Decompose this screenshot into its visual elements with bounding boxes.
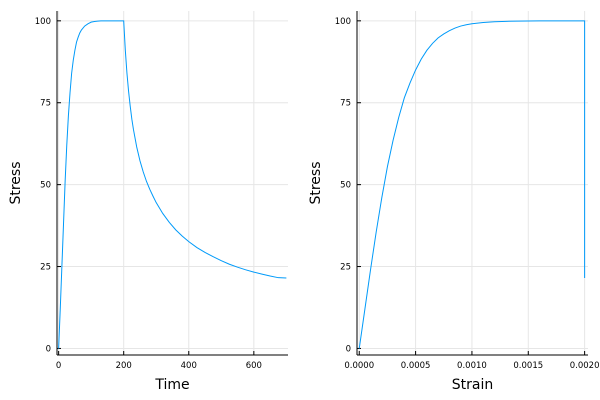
series-line-0: [58, 20, 287, 349]
y-tick-label: 0: [46, 344, 51, 354]
y-tick-label: 0: [346, 344, 351, 354]
x-axis-label: Time: [154, 377, 189, 393]
y-tick-label: 50: [40, 181, 51, 191]
x-tick-label: 600: [246, 361, 262, 371]
x-tick-label: 0: [56, 361, 61, 371]
y-tick-label: 25: [40, 263, 51, 273]
x-tick-label: 400: [181, 361, 197, 371]
y-tick-label: 25: [340, 263, 351, 273]
y-tick-label: 100: [35, 17, 51, 27]
series-line-0: [358, 20, 586, 349]
x-axis-label: Strain: [452, 377, 493, 393]
left-panel-time-vs-stress: 0 25 50 75 100 0 200 400 600 Time Stress: [8, 11, 288, 393]
x-tick-label: 0.0015: [513, 361, 543, 371]
right-panel-strain-vs-stress: 0 25 50 75 100 0.0000 0.0005 0.0010 0.0015 0.0020…: [308, 11, 599, 393]
y-tick-label: 100: [335, 17, 351, 27]
x-tick-label: 0.0020: [570, 361, 600, 371]
x-tick-label: 0.0000: [344, 361, 374, 371]
y-tick-label: 50: [340, 181, 351, 191]
y-axis-label: Stress: [308, 161, 324, 204]
y-axis-label: Stress: [8, 161, 24, 204]
y-tick-label: 75: [340, 99, 351, 109]
x-tick-label: 200: [116, 361, 132, 371]
x-tick-label: 0.0010: [457, 361, 487, 371]
y-tick-label: 75: [40, 99, 51, 109]
x-tick-label: 0.0005: [401, 361, 431, 371]
